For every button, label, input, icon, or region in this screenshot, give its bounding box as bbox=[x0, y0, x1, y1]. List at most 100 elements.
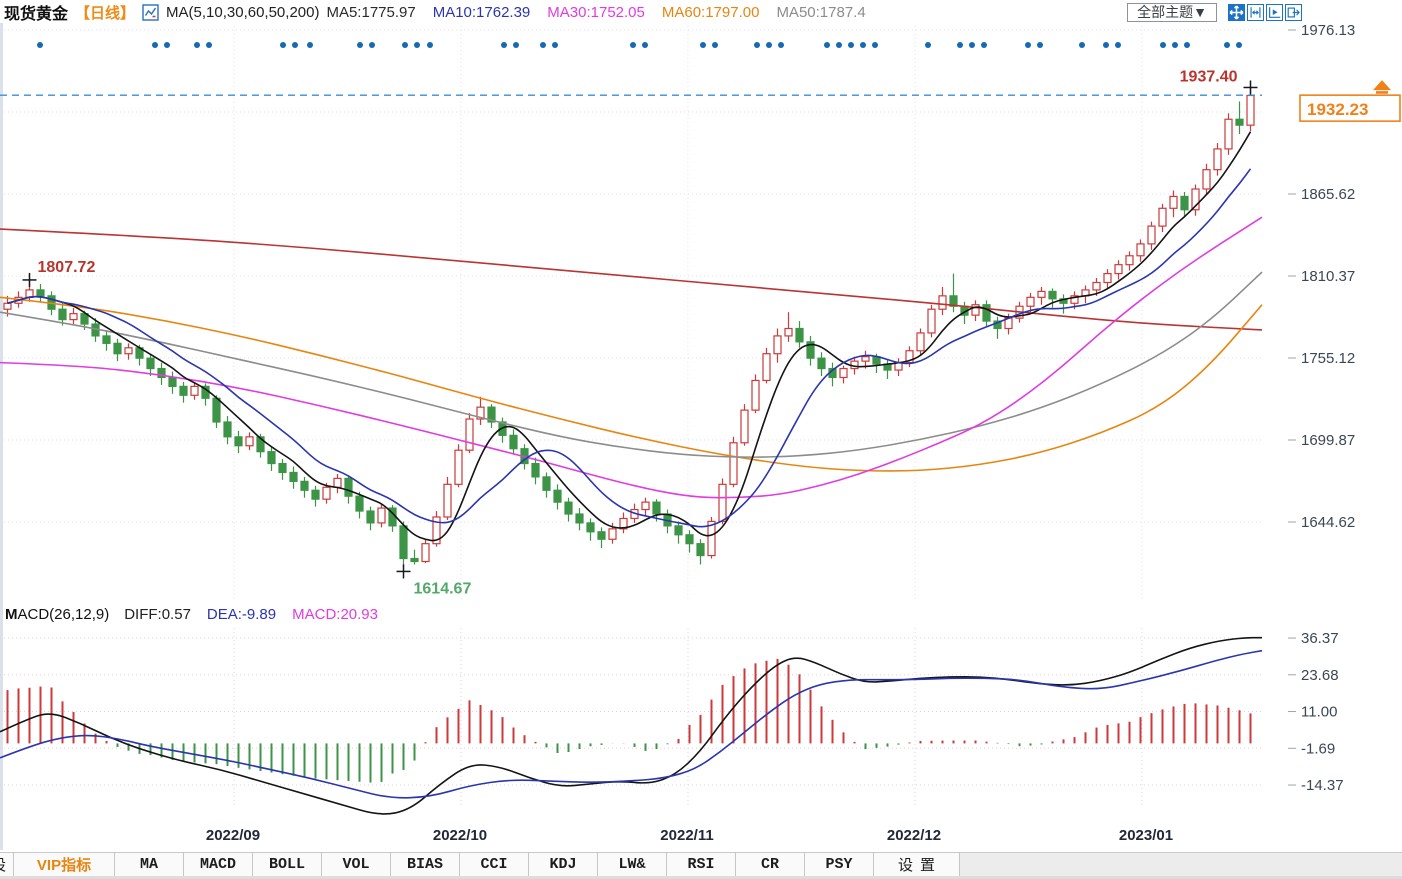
price-axis-label: 1865.62 bbox=[1301, 186, 1355, 203]
pan-tool-icon[interactable] bbox=[1228, 3, 1245, 21]
indicator-tab-cci[interactable]: CCI bbox=[460, 853, 529, 876]
event-marker-dot[interactable] bbox=[552, 42, 558, 48]
indicator-tab-lw[interactable]: LW& bbox=[598, 853, 667, 876]
event-marker-dot[interactable] bbox=[630, 42, 636, 48]
candle bbox=[58, 308, 67, 321]
candle bbox=[575, 513, 584, 524]
event-marker-dot[interactable] bbox=[642, 42, 648, 48]
candle bbox=[1125, 255, 1134, 266]
candle bbox=[124, 347, 133, 355]
ma-value: MA5:1775.97 bbox=[326, 3, 416, 21]
indicator-tab-ma[interactable]: MA bbox=[115, 853, 184, 876]
fit-scale-icon[interactable] bbox=[1247, 3, 1264, 21]
macd-indicator-title: MACD(26,12,9) bbox=[5, 606, 110, 623]
event-marker-dot[interactable] bbox=[280, 42, 286, 48]
event-marker-dot[interactable] bbox=[540, 42, 546, 48]
candle bbox=[586, 522, 595, 533]
event-marker-dot[interactable] bbox=[152, 42, 158, 48]
current-price-value: 1932.23 bbox=[1307, 100, 1368, 119]
macd-values: DIFF:0.57 DEA:-9.89 MACD:20.93 bbox=[124, 606, 394, 623]
candle bbox=[410, 557, 419, 563]
event-marker-dot[interactable] bbox=[1236, 42, 1242, 48]
left-edge-strip bbox=[0, 22, 3, 850]
indicator-tab-psy[interactable]: PSY bbox=[805, 853, 874, 876]
event-marker-dot[interactable] bbox=[824, 42, 830, 48]
event-marker-dot[interactable] bbox=[164, 42, 170, 48]
candle bbox=[696, 543, 705, 557]
event-marker-dot[interactable] bbox=[754, 42, 760, 48]
candle bbox=[267, 451, 276, 465]
event-marker-dot[interactable] bbox=[1160, 42, 1166, 48]
candle bbox=[1103, 272, 1112, 284]
candle bbox=[1191, 188, 1200, 211]
playback-icon[interactable] bbox=[1266, 3, 1283, 21]
candle bbox=[608, 528, 617, 540]
candle bbox=[1037, 290, 1046, 298]
candle bbox=[850, 360, 859, 370]
macd-value: MACD:20.93 bbox=[292, 606, 378, 623]
indicator-tab-cr[interactable]: CR bbox=[736, 853, 805, 876]
event-marker-dot[interactable] bbox=[981, 42, 987, 48]
event-marker-dot[interactable] bbox=[766, 42, 772, 48]
header-icon-group bbox=[1228, 3, 1302, 21]
macd-axis-label: 11.00 bbox=[1301, 704, 1337, 721]
event-marker-dot[interactable] bbox=[957, 42, 963, 48]
candle bbox=[1070, 295, 1079, 304]
expand-pane-icon[interactable] bbox=[1285, 3, 1302, 21]
price-annotation: 1807.72 bbox=[38, 259, 96, 276]
event-marker-dot[interactable] bbox=[357, 42, 363, 48]
event-marker-dot[interactable] bbox=[969, 42, 975, 48]
event-marker-dot[interactable] bbox=[292, 42, 298, 48]
event-marker-dot[interactable] bbox=[1172, 42, 1178, 48]
event-marker-dot[interactable] bbox=[872, 42, 878, 48]
indicator-tab-cjk[interactable]: 设置 bbox=[874, 853, 960, 876]
macd-value: DIFF:0.57 bbox=[124, 606, 191, 623]
event-marker-dot[interactable] bbox=[1224, 42, 1230, 48]
indicator-tab-kdj[interactable]: KDJ bbox=[529, 853, 598, 876]
candle bbox=[784, 327, 793, 337]
ma-value: MA10:1762.39 bbox=[432, 3, 531, 21]
event-marker-dot[interactable] bbox=[194, 42, 200, 48]
event-marker-dot[interactable] bbox=[1115, 42, 1121, 48]
candle bbox=[1224, 118, 1233, 150]
indicator-tab-boll[interactable]: BOLL bbox=[253, 853, 322, 876]
indicator-tab-rsi[interactable]: RSI bbox=[667, 853, 736, 876]
event-marker-dot[interactable] bbox=[1079, 42, 1085, 48]
x-axis-label: 2022/10 bbox=[433, 827, 487, 844]
event-marker-dot[interactable] bbox=[414, 42, 420, 48]
macd-value: DEA:-9.89 bbox=[206, 606, 277, 623]
event-marker-dot[interactable] bbox=[1103, 42, 1109, 48]
event-marker-dot[interactable] bbox=[369, 42, 375, 48]
event-marker-dot[interactable] bbox=[501, 42, 507, 48]
event-marker-dot[interactable] bbox=[307, 42, 313, 48]
event-marker-dot[interactable] bbox=[925, 42, 931, 48]
event-marker-dot[interactable] bbox=[206, 42, 212, 48]
event-marker-dot[interactable] bbox=[402, 42, 408, 48]
candle bbox=[553, 489, 562, 503]
price-up-arrow-icon bbox=[1373, 80, 1391, 91]
event-marker-dot[interactable] bbox=[848, 42, 854, 48]
indicator-tab-macd[interactable]: MACD bbox=[184, 853, 253, 876]
event-marker-dot[interactable] bbox=[836, 42, 842, 48]
event-marker-dot[interactable] bbox=[1037, 42, 1043, 48]
candle bbox=[168, 376, 177, 387]
event-marker-dot[interactable] bbox=[712, 42, 718, 48]
indicator-tab-partial[interactable]: 设 bbox=[0, 853, 14, 876]
event-marker-dot[interactable] bbox=[700, 42, 706, 48]
indicator-tab-bias[interactable]: BIAS bbox=[391, 853, 460, 876]
event-marker-dot[interactable] bbox=[1025, 42, 1031, 48]
candle bbox=[454, 449, 463, 485]
candle bbox=[1158, 207, 1167, 227]
indicator-tab-vip[interactable]: VIP指标 bbox=[14, 853, 115, 876]
event-marker-dot[interactable] bbox=[860, 42, 866, 48]
theme-selector-button[interactable]: 全部主题▼ bbox=[1127, 2, 1217, 22]
event-marker-dot[interactable] bbox=[778, 42, 784, 48]
event-marker-dot[interactable] bbox=[1184, 42, 1190, 48]
event-marker-dot[interactable] bbox=[427, 42, 433, 48]
candle bbox=[366, 510, 375, 524]
event-marker-dot[interactable] bbox=[513, 42, 519, 48]
indicator-tab-vol[interactable]: VOL bbox=[322, 853, 391, 876]
event-marker-dot[interactable] bbox=[37, 42, 43, 48]
